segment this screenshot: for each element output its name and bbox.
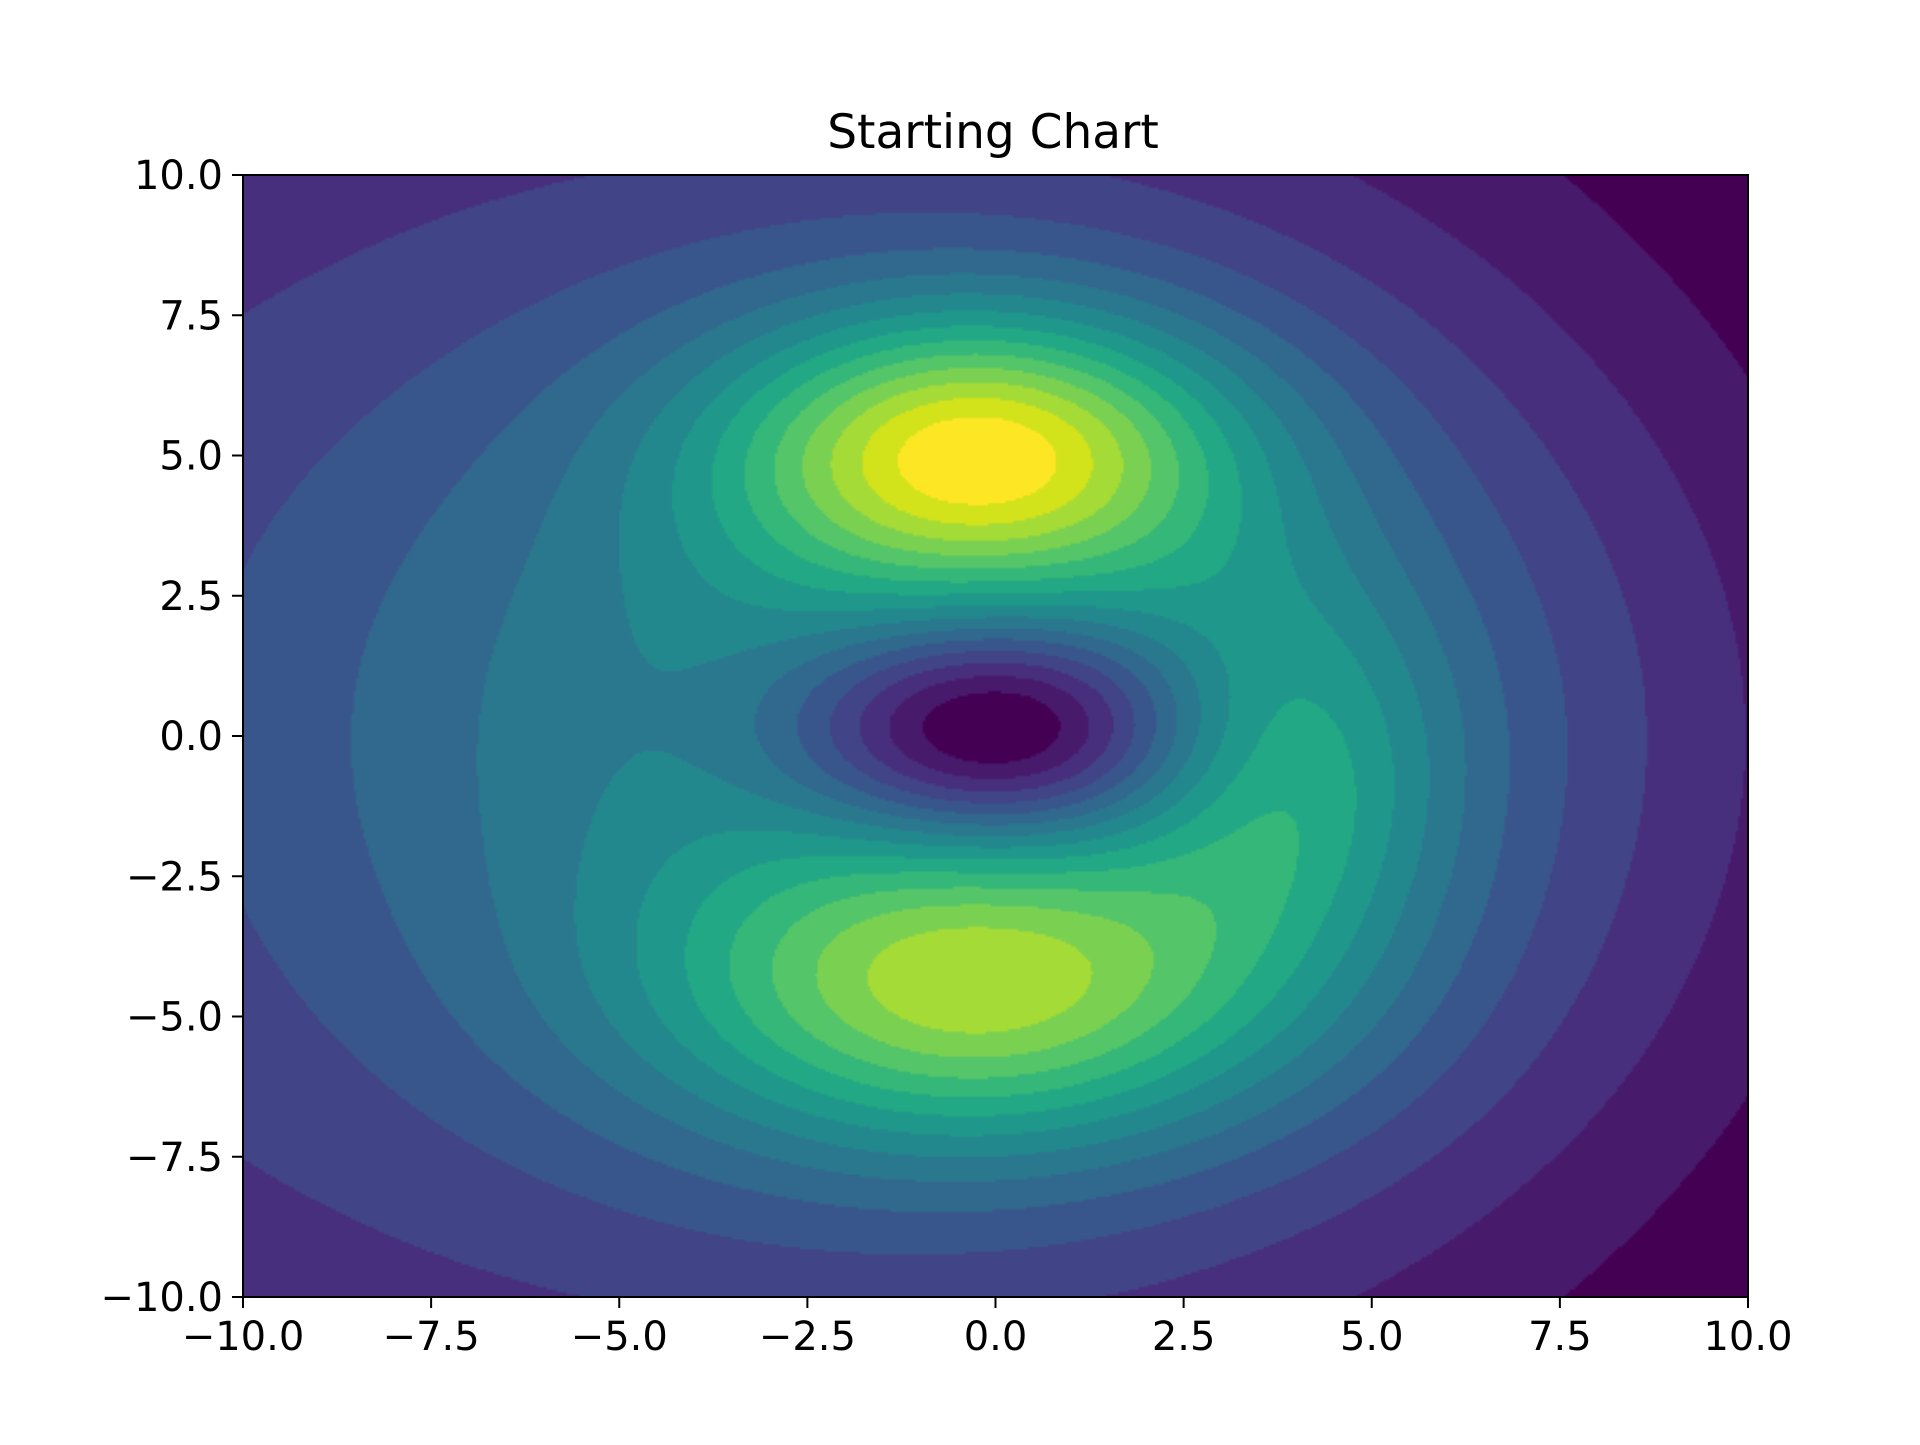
x-tick-label: −2.5 xyxy=(759,1314,856,1360)
y-tick-label: −7.5 xyxy=(126,1135,223,1181)
y-tick-label: −2.5 xyxy=(126,854,223,900)
x-tick-label: 10.0 xyxy=(1703,1314,1792,1360)
y-tick-label: 0.0 xyxy=(159,714,223,760)
x-tick-label: 2.5 xyxy=(1152,1314,1216,1360)
x-axis: −10.0 −7.5 −5.0 −2.5 0.0 2.5 5.0 7.5 10.0 xyxy=(182,1297,1793,1360)
y-tick-label: −10.0 xyxy=(100,1275,223,1321)
y-axis: 10.0 7.5 5.0 2.5 0.0 −2.5 −5.0 −7.5 −10.0 xyxy=(100,153,243,1321)
x-tick-label: 7.5 xyxy=(1528,1314,1592,1360)
chart-title: Starting Chart xyxy=(827,105,1159,160)
x-tick-label: −5.0 xyxy=(571,1314,668,1360)
y-tick-label: 5.0 xyxy=(159,434,223,480)
y-tick-label: 7.5 xyxy=(159,293,223,339)
y-tick-label: 10.0 xyxy=(134,153,223,199)
x-tick-label: −10.0 xyxy=(182,1314,305,1360)
x-tick-label: 5.0 xyxy=(1340,1314,1404,1360)
y-tick-label: −5.0 xyxy=(126,995,223,1041)
y-tick-label: 2.5 xyxy=(159,574,223,620)
contour-fill xyxy=(243,175,1748,1297)
plot-area xyxy=(243,175,1748,1297)
x-tick-label: −7.5 xyxy=(383,1314,480,1360)
x-tick-label: 0.0 xyxy=(964,1314,1028,1360)
